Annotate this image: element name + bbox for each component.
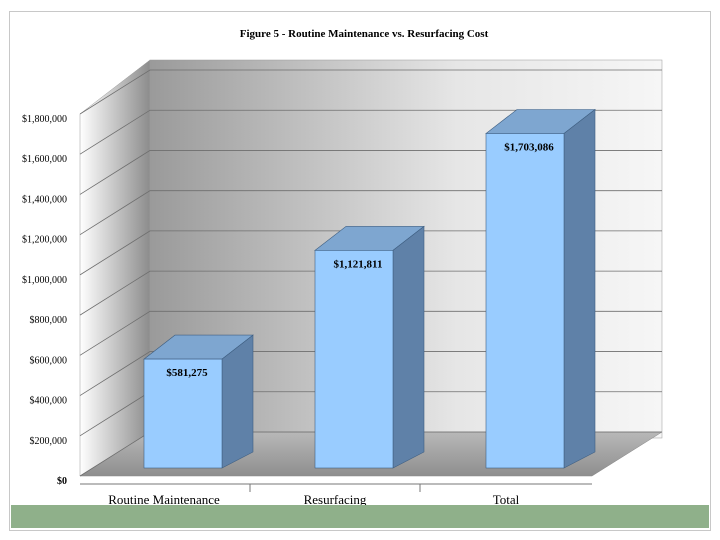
gridline: [79, 69, 662, 115]
data-label: $581,275: [166, 367, 208, 379]
bar-front: [485, 133, 565, 469]
x-tick-label: Resurfacing: [304, 492, 367, 507]
x-tick-label: Routine Maintenance: [108, 492, 220, 507]
y-tick-label: $400,000: [30, 396, 68, 407]
bar-side: [563, 108, 596, 469]
y-tick-label: $600,000: [30, 355, 68, 366]
bars: $581,275 $1,121,811 $1,703,086: [143, 108, 596, 469]
bar: $581,275: [143, 334, 254, 469]
data-label: $1,703,086: [504, 141, 554, 153]
y-tick-label: $800,000: [30, 315, 68, 326]
x-tick-label: Total: [493, 492, 520, 507]
bar: $1,121,811: [314, 225, 425, 469]
bar-front: [314, 250, 394, 469]
y-tick-label: $1,200,000: [22, 235, 67, 246]
data-label: $1,121,811: [334, 258, 383, 270]
x-axis-labels: Routine Maintenance Resurfacing Total: [108, 484, 520, 507]
gridline: [79, 109, 662, 155]
bar-front: [143, 358, 223, 469]
y-tick-label: $1,600,000: [22, 154, 67, 165]
y-tick-label: $1,000,000: [22, 275, 67, 286]
bar: $1,703,086: [485, 108, 596, 469]
y-tick-label: $1,800,000: [22, 114, 67, 125]
y-tick-label: $200,000: [30, 436, 68, 447]
bar-side: [392, 225, 425, 469]
y-tick-label: $1,400,000: [22, 194, 67, 205]
y-axis-labels: $0 $200,000 $400,000 $600,000 $800,000 $1,000…: [22, 114, 67, 487]
footer-bar: [11, 505, 709, 528]
chart-title: Figure 5 - Routine Maintenance vs. Resur…: [240, 28, 489, 40]
y-tick-label: $0: [57, 476, 67, 487]
